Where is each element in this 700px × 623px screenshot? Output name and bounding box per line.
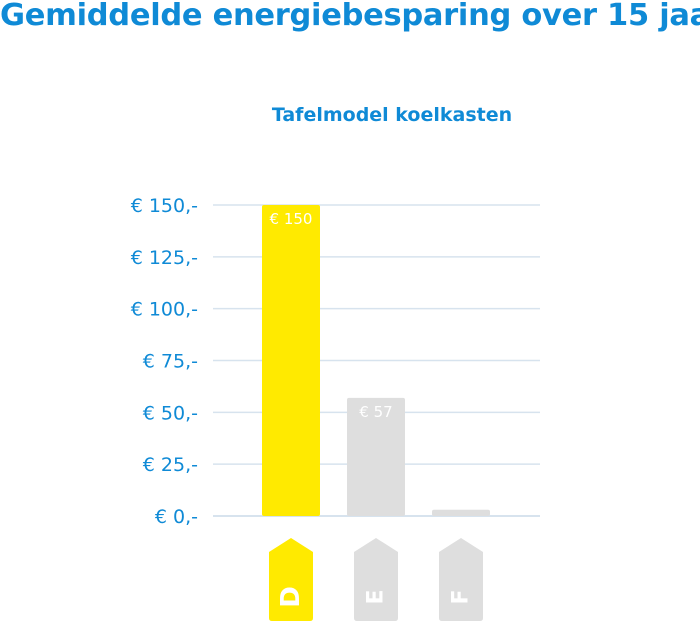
energy-class-label: F [449, 589, 474, 604]
energy-tag-shape [269, 538, 313, 621]
y-tick-label: € 25,- [143, 454, 198, 476]
y-tick-label: € 100,- [131, 299, 198, 321]
bars [262, 205, 490, 516]
energy-labels: D E F [269, 538, 483, 621]
y-tick-label: € 150,- [131, 195, 198, 217]
data-label-e: € 57 [359, 403, 392, 421]
data-label-d: € 150 [270, 210, 313, 228]
y-tick-label: € 125,- [131, 247, 198, 269]
page-title: Gemiddelde energiebesparing over 15 jaar [0, 0, 700, 33]
energy-tag-e: E [354, 538, 398, 621]
bar-f [432, 509, 490, 516]
energy-tag-shape [439, 538, 483, 621]
chart-title: Tafelmodel koelkasten [272, 104, 512, 126]
energy-class-label: E [364, 589, 389, 604]
y-tick-label: € 0,- [155, 506, 198, 528]
energy-tag-d: D [269, 538, 313, 621]
y-axis-ticks: € 0,- € 25,- € 50,- € 75,- € 100,- € 125,- € 1… [131, 195, 198, 528]
y-tick-label: € 50,- [143, 402, 198, 424]
energy-tag-f: F [439, 538, 483, 621]
energy-tag-shape [354, 538, 398, 621]
data-labels: € 150 € 57 [270, 210, 393, 421]
y-tick-label: € 75,- [143, 351, 198, 373]
bar-d [262, 205, 320, 516]
energy-class-label: D [276, 586, 306, 608]
bar-e [347, 397, 405, 516]
